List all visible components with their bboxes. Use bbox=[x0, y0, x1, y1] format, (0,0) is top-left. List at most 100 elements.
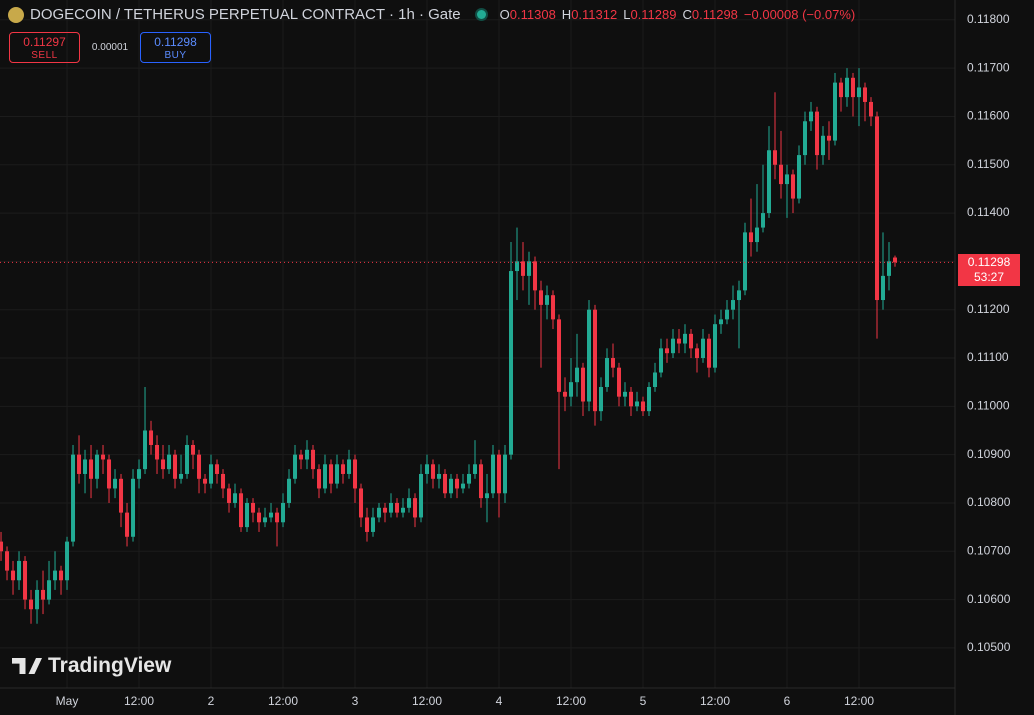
candle-body bbox=[827, 135, 832, 141]
candle-body bbox=[47, 580, 52, 600]
candle-body bbox=[713, 324, 718, 368]
candle-body bbox=[575, 367, 580, 383]
candle-body bbox=[17, 560, 22, 581]
candle-body bbox=[119, 478, 124, 513]
candle-body bbox=[869, 101, 874, 117]
candle-body bbox=[635, 401, 640, 407]
candle-body bbox=[83, 459, 88, 474]
x-tick-label: 3 bbox=[352, 694, 359, 708]
candle-body bbox=[467, 473, 472, 484]
candle-body bbox=[545, 295, 550, 305]
candle-body bbox=[335, 464, 340, 484]
candle-body bbox=[257, 512, 262, 523]
symbol-title[interactable]: DOGECOIN / TETHERUS PERPETUAL CONTRACT ·… bbox=[30, 6, 461, 23]
price-change: −0.00008 (−0.07%) bbox=[743, 7, 856, 22]
candle-body bbox=[293, 454, 298, 479]
candle-body bbox=[311, 449, 316, 470]
candle-body bbox=[509, 271, 514, 455]
candle-body bbox=[173, 454, 178, 479]
candle-body bbox=[863, 87, 868, 102]
candle-body bbox=[347, 459, 352, 474]
candle-body bbox=[149, 430, 154, 445]
candle-body bbox=[275, 512, 280, 523]
candle-body bbox=[803, 121, 808, 156]
candle-body bbox=[341, 464, 346, 474]
candle-body bbox=[239, 493, 244, 528]
candle-body bbox=[743, 232, 748, 291]
candle-body bbox=[365, 517, 370, 532]
candle-body bbox=[611, 358, 616, 368]
y-tick-label: 0.10800 bbox=[967, 495, 1011, 509]
candle-body bbox=[479, 464, 484, 499]
watermark-text: TradingView bbox=[48, 654, 172, 677]
candle-body bbox=[641, 401, 646, 412]
candle-body bbox=[767, 150, 772, 214]
ohlc-item: C0.11298 bbox=[682, 7, 737, 22]
candle-body bbox=[101, 454, 106, 460]
ohlc-key: H bbox=[561, 7, 572, 22]
candle-body bbox=[449, 478, 454, 494]
candle-body bbox=[221, 473, 226, 489]
candle-body bbox=[821, 135, 826, 156]
candle-body bbox=[5, 551, 10, 571]
candle-body bbox=[881, 275, 886, 301]
candle-body bbox=[683, 333, 688, 344]
candle-body bbox=[359, 488, 364, 518]
candle-body bbox=[185, 444, 190, 474]
y-tick-label: 0.11200 bbox=[967, 302, 1010, 316]
candle-body bbox=[455, 478, 460, 489]
candle-body bbox=[59, 570, 64, 581]
y-tick-label: 0.11100 bbox=[967, 350, 1009, 364]
candle-body bbox=[761, 213, 766, 228]
last-price: 0.11298 bbox=[967, 255, 1011, 270]
candle-body bbox=[71, 454, 76, 542]
candle-body bbox=[437, 473, 442, 479]
candle-body bbox=[41, 589, 46, 600]
candle-body bbox=[539, 290, 544, 305]
candle-body bbox=[377, 507, 382, 518]
candle-body bbox=[677, 338, 682, 344]
candle-body bbox=[527, 261, 532, 276]
y-tick-label: 0.10700 bbox=[967, 543, 1011, 557]
candle-body bbox=[65, 541, 70, 581]
last-price-label: 0.11298 53:27 bbox=[958, 254, 1020, 287]
candle-body bbox=[155, 444, 160, 460]
candle-body bbox=[731, 300, 736, 310]
watermark-logo bbox=[12, 658, 42, 674]
x-tick-label: 4 bbox=[496, 694, 503, 708]
y-tick-label: 0.11800 bbox=[967, 12, 1010, 26]
candle-body bbox=[77, 454, 82, 474]
buy-button[interactable]: 0.11298 BUY bbox=[140, 32, 211, 63]
candle-body bbox=[533, 261, 538, 291]
ohlc-key: O bbox=[499, 7, 510, 22]
candle-body bbox=[857, 87, 862, 98]
y-tick-label: 0.10600 bbox=[967, 592, 1011, 606]
candle-body bbox=[773, 150, 778, 165]
candle-body bbox=[647, 387, 652, 412]
header: DOGECOIN / TETHERUS PERPETUAL CONTRACT ·… bbox=[8, 6, 855, 23]
candle-body bbox=[887, 261, 892, 276]
buy-price: 0.11298 bbox=[154, 35, 197, 49]
candle-body bbox=[191, 444, 196, 455]
candle-body bbox=[0, 541, 4, 552]
candle-body bbox=[53, 570, 58, 581]
candle-body bbox=[389, 502, 394, 513]
x-tick-label: 6 bbox=[784, 694, 791, 708]
candle-body bbox=[287, 478, 292, 503]
candle-body bbox=[503, 454, 508, 494]
candle-body bbox=[251, 502, 256, 513]
candle-body bbox=[707, 338, 712, 368]
candle-body bbox=[179, 473, 184, 479]
spread: 0.00001 bbox=[91, 42, 129, 53]
sell-button[interactable]: 0.11297 SELL bbox=[9, 32, 80, 63]
candle-body bbox=[719, 319, 724, 325]
x-tick-label: 12:00 bbox=[844, 694, 874, 708]
ohlc-item: O0.11308 bbox=[500, 7, 556, 22]
y-tick-label: 0.10900 bbox=[967, 447, 1011, 461]
candle-body bbox=[161, 459, 166, 470]
candle-body bbox=[113, 478, 118, 489]
candle-body bbox=[557, 319, 562, 392]
candle-body bbox=[755, 227, 760, 243]
candle-body bbox=[131, 478, 136, 537]
